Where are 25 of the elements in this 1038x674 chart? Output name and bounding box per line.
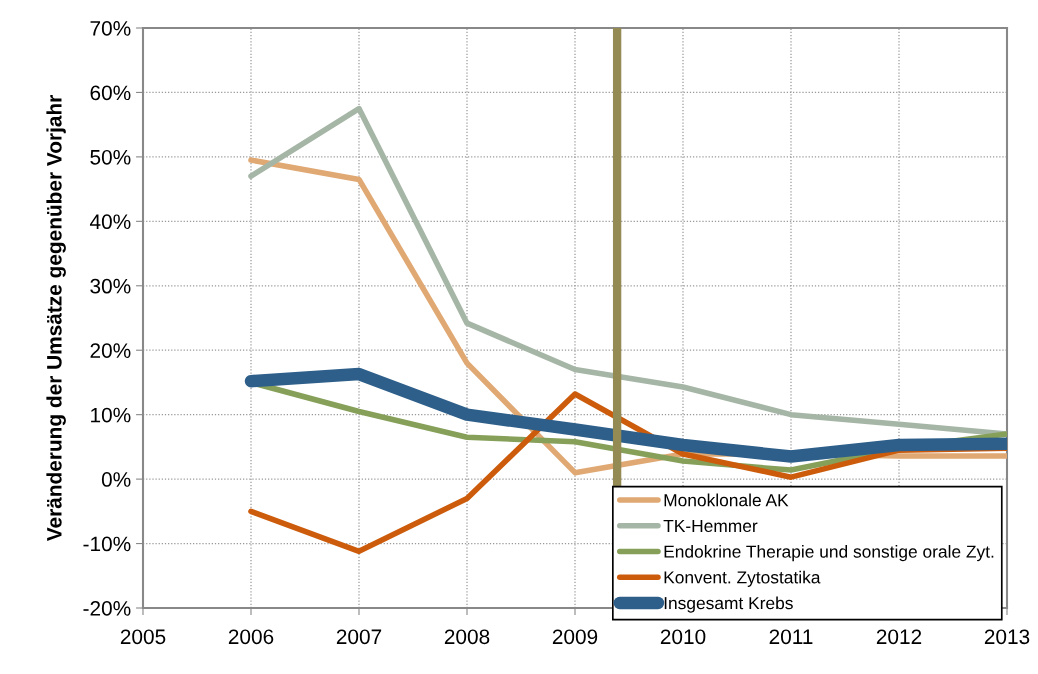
y-axis-title: Veränderung der Umsätze gegenüber Vorjahr: [46, 95, 66, 542]
y-tick-label: 20%: [90, 343, 131, 358]
y-tick-label: -10%: [83, 536, 131, 552]
x-tick-label: 2005: [120, 629, 166, 645]
y-tick-label: 40%: [89, 214, 131, 230]
legend-label: TK-Hemmer: [663, 519, 758, 533]
x-tick-label: 2009: [552, 629, 598, 645]
legend-label: Konvent. Zytostatika: [664, 570, 821, 587]
legend-label: Endokrine Therapie und sonstige orale Zyt.: [664, 545, 994, 562]
x-tick-label: 2010: [660, 629, 706, 645]
x-tick-label: 2008: [444, 629, 490, 645]
x-tick-label: 2012: [876, 629, 922, 645]
y-tick-label: -20%: [83, 601, 131, 616]
y-tick-label: 0%: [101, 472, 131, 487]
legend-label: Monoklonale AK: [664, 493, 789, 507]
x-tick-label: 2011: [769, 629, 813, 645]
x-tick-label: 2013: [984, 629, 1030, 645]
x-tick-label: 2006: [228, 629, 274, 645]
x-tick-label: 2007: [336, 629, 382, 645]
y-tick-label: 70%: [90, 21, 131, 36]
y-tick-label: 50%: [90, 149, 131, 165]
y-tick-label: 60%: [90, 85, 131, 101]
y-tick-label: 30%: [90, 278, 131, 294]
y-tick-label: 10%: [91, 407, 131, 423]
legend-label: Insgesamt Krebs: [664, 596, 793, 613]
